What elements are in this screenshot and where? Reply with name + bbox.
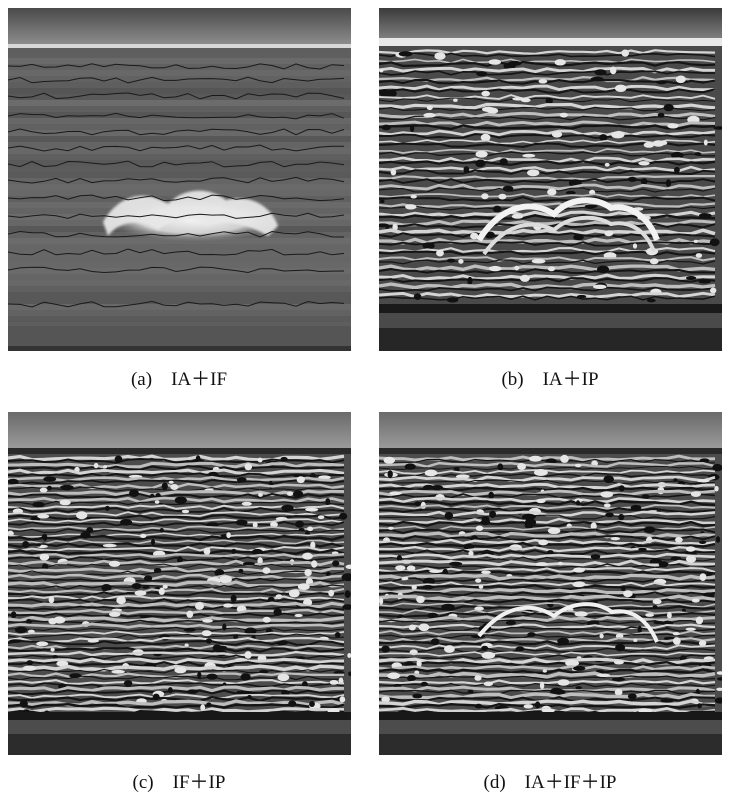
panel-a-image [8,8,351,351]
panel-c-image [8,412,351,755]
panel-d-image [379,412,722,755]
panel-b-image [379,8,722,351]
caption-c: (c) IF＋IP [132,772,226,793]
caption-a: (a) IA＋IF [130,369,228,390]
caption-d: (d) IA＋IF＋IP [483,772,617,793]
caption-b: (b) IA＋IP [501,369,599,390]
